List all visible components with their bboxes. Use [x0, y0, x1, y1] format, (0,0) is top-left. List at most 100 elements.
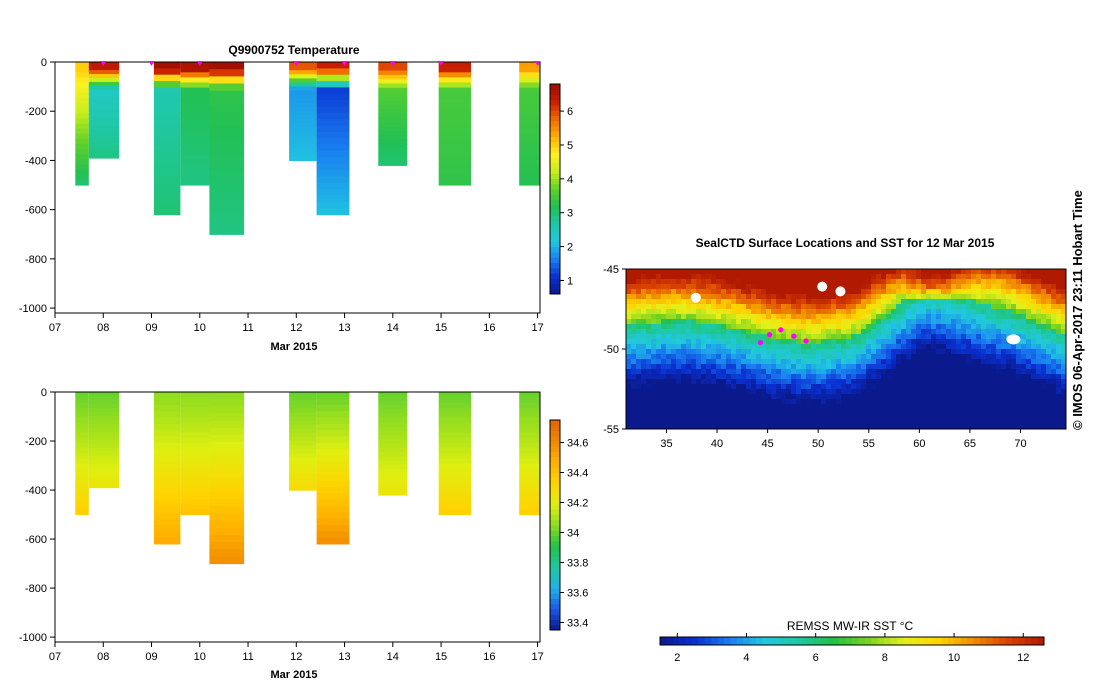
sst-cell — [781, 339, 787, 345]
sst-cell — [1046, 404, 1052, 410]
sst-cell — [991, 354, 997, 360]
sst-cell — [756, 279, 762, 285]
sst-cell — [801, 319, 807, 325]
sst-cell — [886, 324, 892, 330]
sst-cell — [1051, 369, 1057, 375]
sst-cell — [761, 399, 767, 405]
sst-cell — [946, 319, 952, 325]
sst-cell — [976, 359, 982, 365]
temperature-y-axis: 0-200-400-600-800-1000 — [19, 57, 55, 315]
sst-cell — [931, 309, 937, 315]
sst-cell — [681, 359, 687, 365]
profile-cell — [75, 72, 89, 78]
sst-cell — [731, 409, 737, 415]
sst-cell — [856, 284, 862, 290]
sst-cell — [666, 319, 672, 325]
sst-cell — [931, 324, 937, 330]
sst-cell — [736, 334, 742, 340]
sst-cell — [886, 314, 892, 320]
sst-cell — [1026, 354, 1032, 360]
sst-cell — [651, 389, 657, 395]
sst-cell — [1051, 374, 1057, 380]
sst-cell — [651, 344, 657, 350]
sst-cell — [956, 294, 962, 300]
sst-cell — [656, 289, 662, 295]
sst-cell — [836, 279, 842, 285]
sst-cell — [926, 364, 932, 370]
sst-cell — [936, 344, 942, 350]
profile-9 — [519, 392, 540, 516]
sst-cell — [961, 299, 967, 305]
profile-cell — [88, 447, 120, 453]
sst-cell — [816, 304, 822, 310]
sst-cell — [901, 404, 907, 410]
sst-cell — [896, 299, 902, 305]
sst-cell — [661, 349, 667, 355]
sst-cell — [1056, 319, 1062, 325]
sst-cell — [891, 374, 897, 380]
profile-cell — [438, 92, 471, 99]
sst-cell — [801, 399, 807, 405]
profile-cell — [289, 412, 317, 418]
sst-cell — [901, 269, 907, 275]
sst-cell — [1056, 284, 1062, 290]
sst-cell — [891, 339, 897, 345]
sst-cell — [716, 369, 722, 375]
sst-cell — [861, 409, 867, 415]
profile-cell — [316, 474, 350, 482]
sst-cell — [871, 289, 877, 295]
sst-cell — [676, 274, 682, 280]
sst-cell — [671, 279, 677, 285]
sst-cell — [946, 344, 952, 350]
sst-cell — [636, 419, 642, 425]
sst-cell — [626, 379, 632, 385]
sst-cell — [636, 359, 642, 365]
sst-cell — [866, 284, 872, 290]
sst-cell — [796, 409, 802, 415]
sst-cell — [646, 399, 652, 405]
sst-cell — [666, 359, 672, 365]
sst-cell — [996, 339, 1002, 345]
sst-cell — [656, 359, 662, 365]
sst-cell — [711, 299, 717, 305]
sst-cell — [801, 329, 807, 335]
profile-cell — [209, 105, 245, 113]
sst-cell — [886, 284, 892, 290]
sst-cell — [1026, 364, 1032, 370]
sst-cell — [781, 304, 787, 310]
sst-cell — [1061, 309, 1067, 315]
sst-cell — [706, 364, 712, 370]
sst-cell — [626, 294, 632, 300]
profile-cell — [519, 128, 540, 135]
sst-cell — [656, 409, 662, 415]
sst-cell — [976, 364, 982, 370]
sst-cell — [661, 384, 667, 390]
profile-cell — [378, 400, 408, 406]
sst-cell — [746, 359, 752, 365]
sst-cell — [831, 334, 837, 340]
sst-cell — [676, 304, 682, 310]
sst-cell — [746, 274, 752, 280]
sst-cell — [956, 404, 962, 410]
sst-cell — [976, 409, 982, 415]
profile-cell — [438, 123, 471, 130]
sst-cell — [721, 389, 727, 395]
sst-cell — [826, 339, 832, 345]
sst-cell — [721, 344, 727, 350]
sst-cell — [791, 269, 797, 275]
profile-2 — [153, 392, 181, 545]
sst-cell — [886, 279, 892, 285]
sst-cell — [1011, 364, 1017, 370]
profile-cell — [519, 138, 540, 145]
sst-cell — [786, 359, 792, 365]
sst-cell — [961, 304, 967, 310]
sst-cell — [1001, 309, 1007, 315]
sst-cell — [766, 354, 772, 360]
sst-cell — [906, 304, 912, 310]
sst-cell — [676, 414, 682, 420]
sst-cell — [841, 329, 847, 335]
profile-cell — [153, 182, 181, 190]
sst-cell — [751, 304, 757, 310]
sst-cell — [1046, 414, 1052, 420]
sst-cell — [746, 284, 752, 290]
